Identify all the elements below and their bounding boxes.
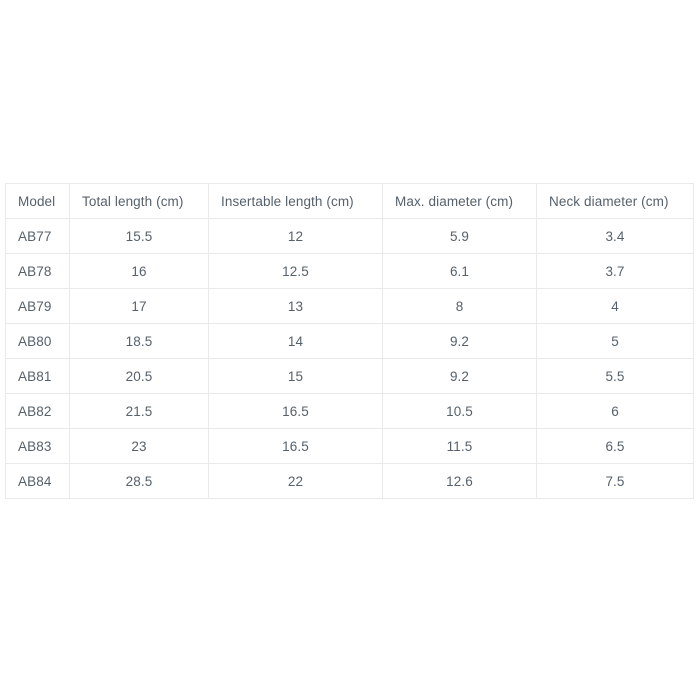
- model-cell: AB83: [5, 428, 70, 464]
- value-cell: 6.5: [536, 428, 694, 464]
- value-cell: 6: [536, 393, 694, 429]
- model-cell: AB77: [5, 218, 70, 254]
- value-cell: 28.5: [69, 463, 209, 499]
- table-row: AB78 16 12.5 6.1 3.7: [5, 253, 694, 289]
- table-row: AB77 15.5 12 5.9 3.4: [5, 218, 694, 254]
- model-cell: AB80: [5, 323, 70, 359]
- table-row: AB83 23 16.5 11.5 6.5: [5, 428, 694, 464]
- value-cell: 6.1: [382, 253, 537, 289]
- column-header: Max. diameter (cm): [382, 183, 537, 219]
- table-body: AB77 15.5 12 5.9 3.4 AB78 16 12.5 6.1 3.7 AB79 17 13…: [5, 218, 694, 499]
- value-cell: 12: [208, 218, 383, 254]
- value-cell: 11.5: [382, 428, 537, 464]
- model-cell: AB78: [5, 253, 70, 289]
- value-cell: 9.2: [382, 323, 537, 359]
- table-row: AB82 21.5 16.5 10.5 6: [5, 393, 694, 429]
- value-cell: 5.9: [382, 218, 537, 254]
- value-cell: 17: [69, 288, 209, 324]
- table-row: AB81 20.5 15 9.2 5.5: [5, 358, 694, 394]
- spec-table-container: Model Total length (cm) Insertable length …: [5, 183, 694, 499]
- column-header: Neck diameter (cm): [536, 183, 694, 219]
- value-cell: 22: [208, 463, 383, 499]
- value-cell: 21.5: [69, 393, 209, 429]
- value-cell: 16.5: [208, 428, 383, 464]
- model-cell: AB84: [5, 463, 70, 499]
- value-cell: 3.4: [536, 218, 694, 254]
- value-cell: 18.5: [69, 323, 209, 359]
- value-cell: 15: [208, 358, 383, 394]
- table-row: AB79 17 13 8 4: [5, 288, 694, 324]
- value-cell: 10.5: [382, 393, 537, 429]
- column-header: Total length (cm): [69, 183, 209, 219]
- value-cell: 5.5: [536, 358, 694, 394]
- value-cell: 14: [208, 323, 383, 359]
- product-spec-table: Model Total length (cm) Insertable length …: [5, 183, 694, 499]
- value-cell: 12.5: [208, 253, 383, 289]
- model-cell: AB81: [5, 358, 70, 394]
- value-cell: 8: [382, 288, 537, 324]
- value-cell: 5: [536, 323, 694, 359]
- value-cell: 4: [536, 288, 694, 324]
- model-cell: AB82: [5, 393, 70, 429]
- value-cell: 7.5: [536, 463, 694, 499]
- value-cell: 9.2: [382, 358, 537, 394]
- table-row: AB84 28.5 22 12.6 7.5: [5, 463, 694, 499]
- column-header: Model: [5, 183, 70, 219]
- value-cell: 13: [208, 288, 383, 324]
- header-row: Model Total length (cm) Insertable length …: [5, 183, 694, 219]
- value-cell: 16.5: [208, 393, 383, 429]
- value-cell: 23: [69, 428, 209, 464]
- model-cell: AB79: [5, 288, 70, 324]
- value-cell: 12.6: [382, 463, 537, 499]
- value-cell: 20.5: [69, 358, 209, 394]
- value-cell: 16: [69, 253, 209, 289]
- value-cell: 15.5: [69, 218, 209, 254]
- column-header: Insertable length (cm): [208, 183, 383, 219]
- value-cell: 3.7: [536, 253, 694, 289]
- table-row: AB80 18.5 14 9.2 5: [5, 323, 694, 359]
